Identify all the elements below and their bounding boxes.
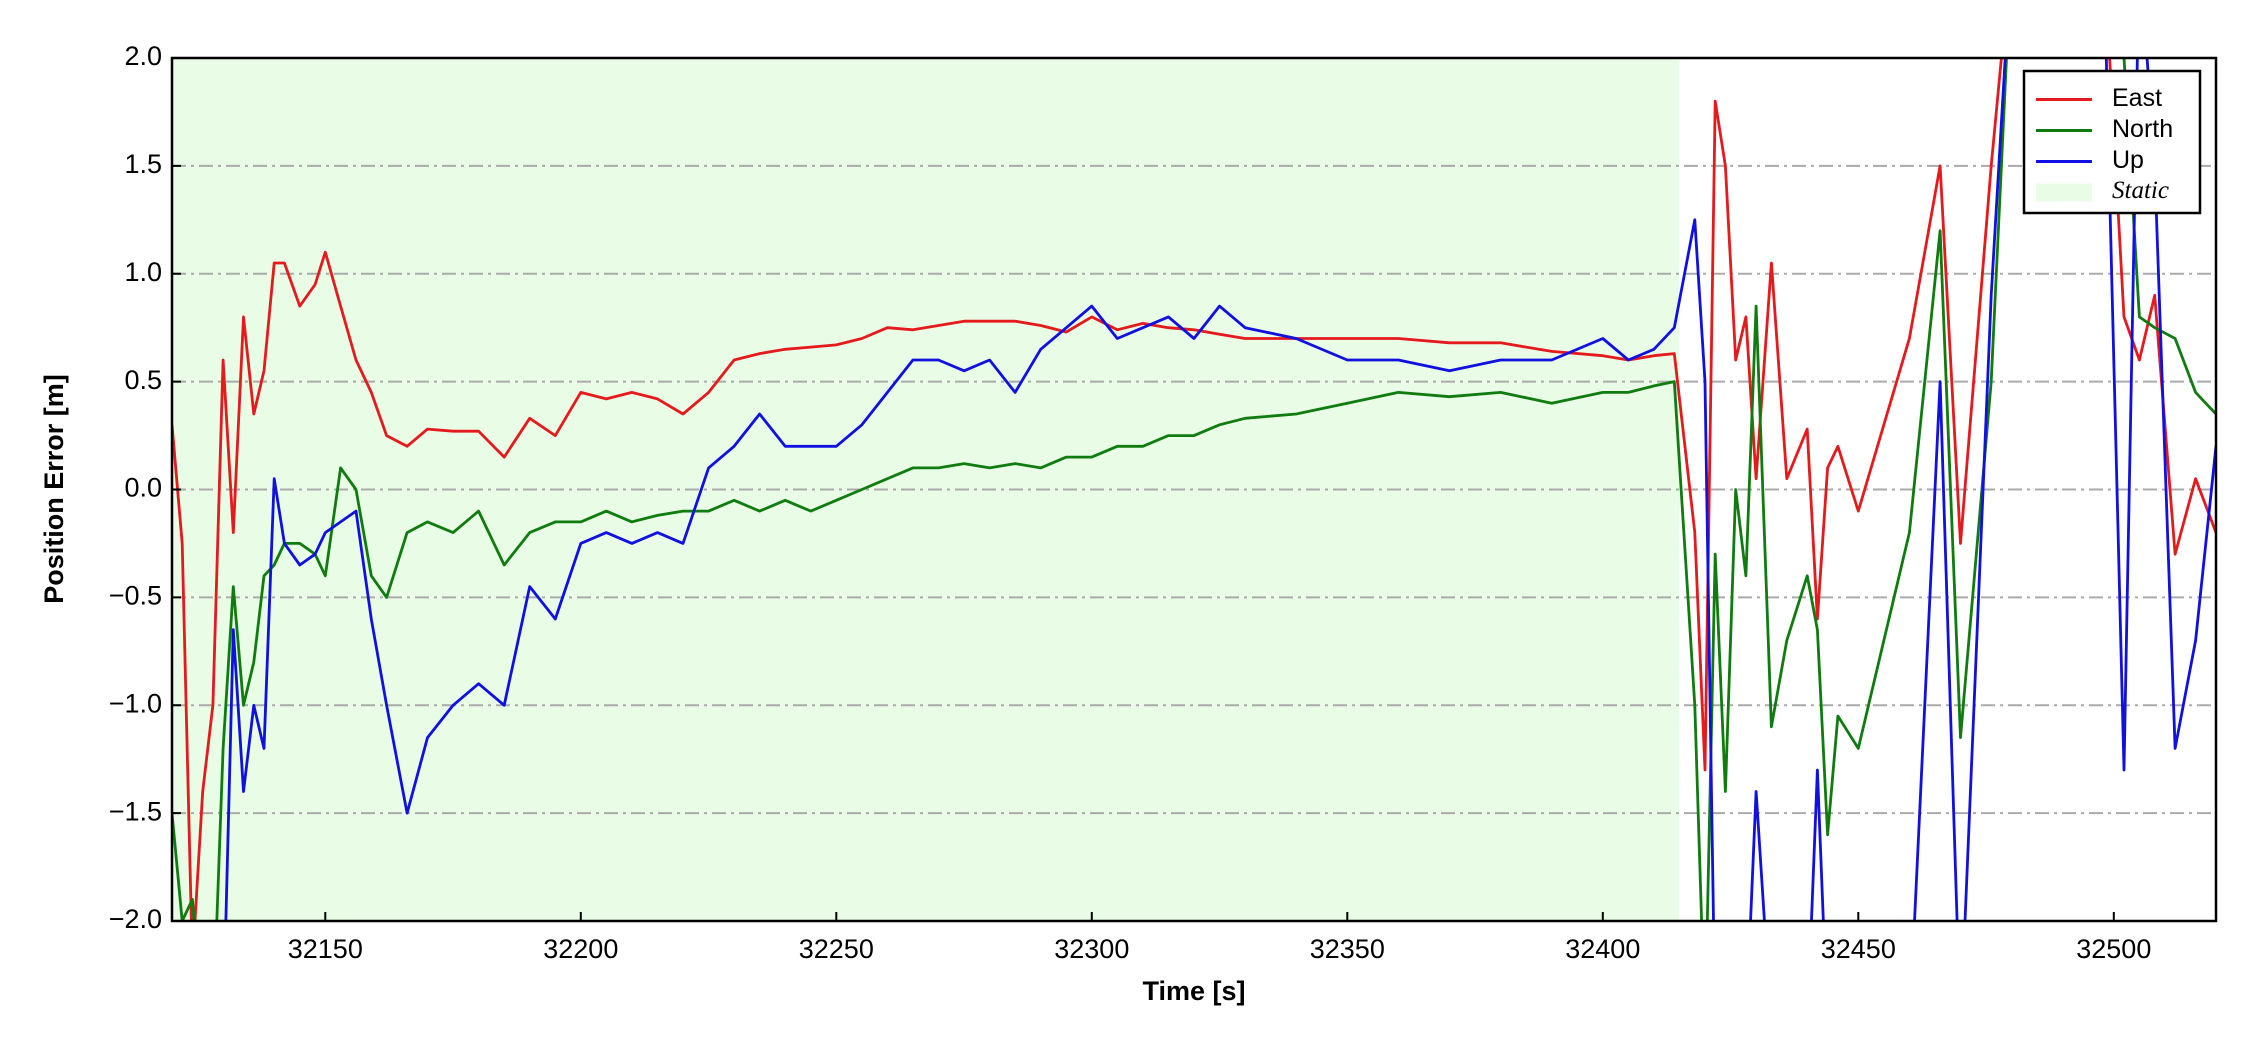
y-tick-label: −1.5 [109, 796, 162, 826]
series-line [224, 58, 2216, 921]
y-tick-label: 0.5 [124, 365, 162, 395]
y-tick-label: 0.0 [124, 473, 162, 503]
grid [172, 164, 2216, 815]
x-tick-label: 32250 [799, 934, 874, 964]
y-tick-label: 1.0 [124, 257, 162, 287]
y-tick-label: −1.0 [109, 688, 162, 718]
x-tick-label: 32400 [1565, 934, 1640, 964]
x-tick-label: 32350 [1310, 934, 1385, 964]
legend-label: East [2112, 84, 2162, 112]
x-tick-label: 32500 [2076, 934, 2151, 964]
y-tick-label: 1.5 [124, 149, 162, 179]
x-tick-label: 32150 [288, 934, 363, 964]
legend-swatch [2036, 183, 2092, 202]
y-tick-label: 2.0 [124, 41, 162, 71]
x-tick-label: 32300 [1054, 934, 1129, 964]
series-line [172, 58, 2216, 921]
x-tick-label: 32200 [543, 934, 618, 964]
legend-label: Static [2112, 177, 2169, 204]
legend-label: North [2112, 115, 2173, 143]
legend-label: Up [2112, 146, 2144, 174]
series-line [172, 58, 2216, 921]
x-tick-label: 32450 [1821, 934, 1896, 964]
axes: −2.0 −1.5 −1.0 −0.5 0.0 0.5 1.0 1.5 2.0 32150 3220… [109, 41, 2152, 964]
legend: East North Up Static [2022, 69, 2202, 215]
y-tick-label: −0.5 [109, 581, 162, 611]
y-axis-label: Position Error [m] [39, 374, 69, 604]
x-axis-label: Time [s] [1142, 976, 1245, 1006]
lines [172, 58, 2216, 921]
y-tick-label: −2.0 [109, 904, 162, 934]
